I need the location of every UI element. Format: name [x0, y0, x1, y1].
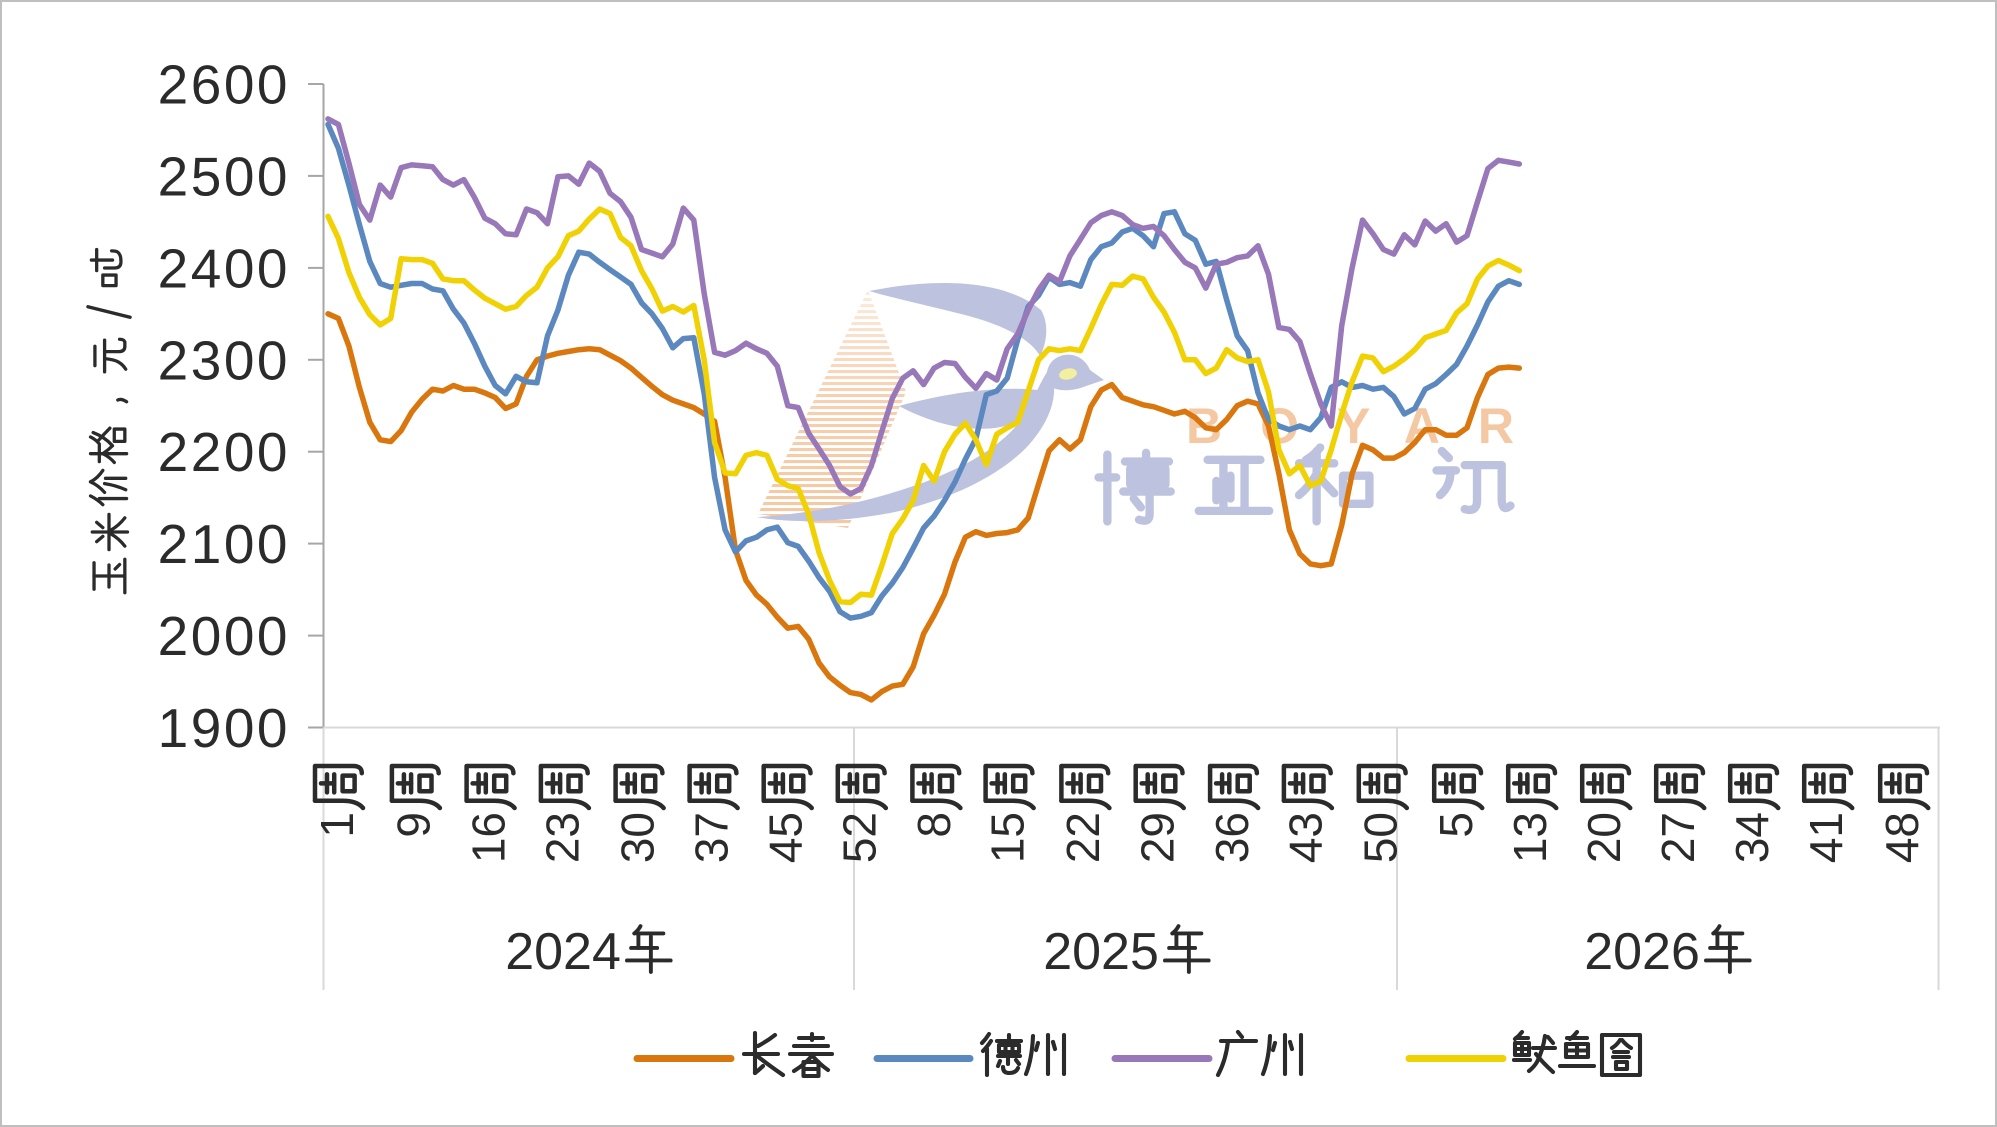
svg-text:2400: 2400: [158, 237, 290, 299]
svg-text:13: 13: [1504, 812, 1556, 863]
svg-text:8: 8: [908, 812, 960, 838]
svg-text:2300: 2300: [158, 329, 290, 391]
svg-text:2000: 2000: [158, 605, 290, 667]
svg-text:52: 52: [834, 812, 886, 863]
svg-text:22: 22: [1057, 812, 1109, 863]
svg-text:23: 23: [537, 812, 589, 863]
svg-text:2600: 2600: [158, 54, 290, 116]
svg-text:30: 30: [611, 812, 663, 863]
svg-text:37: 37: [685, 812, 737, 863]
svg-text:27: 27: [1652, 812, 1704, 863]
svg-text:2025: 2025: [1043, 923, 1159, 981]
svg-text:2026: 2026: [1584, 923, 1700, 981]
svg-text:45: 45: [760, 812, 812, 863]
svg-text:1900: 1900: [158, 697, 290, 759]
svg-text:1: 1: [311, 812, 363, 838]
svg-text:BOYAR: BOYAR: [1186, 398, 1552, 454]
svg-text:2500: 2500: [158, 145, 290, 207]
svg-text:15: 15: [981, 812, 1033, 863]
svg-text:5: 5: [1430, 812, 1482, 838]
svg-text:34: 34: [1726, 812, 1778, 863]
svg-text:48: 48: [1876, 812, 1928, 863]
svg-text:2200: 2200: [158, 421, 290, 483]
svg-text:20: 20: [1578, 812, 1630, 863]
svg-text:16: 16: [462, 812, 514, 863]
svg-text:2100: 2100: [158, 513, 290, 575]
svg-text:2024: 2024: [505, 923, 621, 981]
svg-text:36: 36: [1206, 812, 1258, 863]
svg-text:43: 43: [1280, 812, 1332, 863]
svg-text:50: 50: [1355, 812, 1407, 863]
svg-text:41: 41: [1800, 812, 1852, 863]
svg-text:9: 9: [388, 812, 440, 838]
svg-text:29: 29: [1132, 812, 1184, 863]
